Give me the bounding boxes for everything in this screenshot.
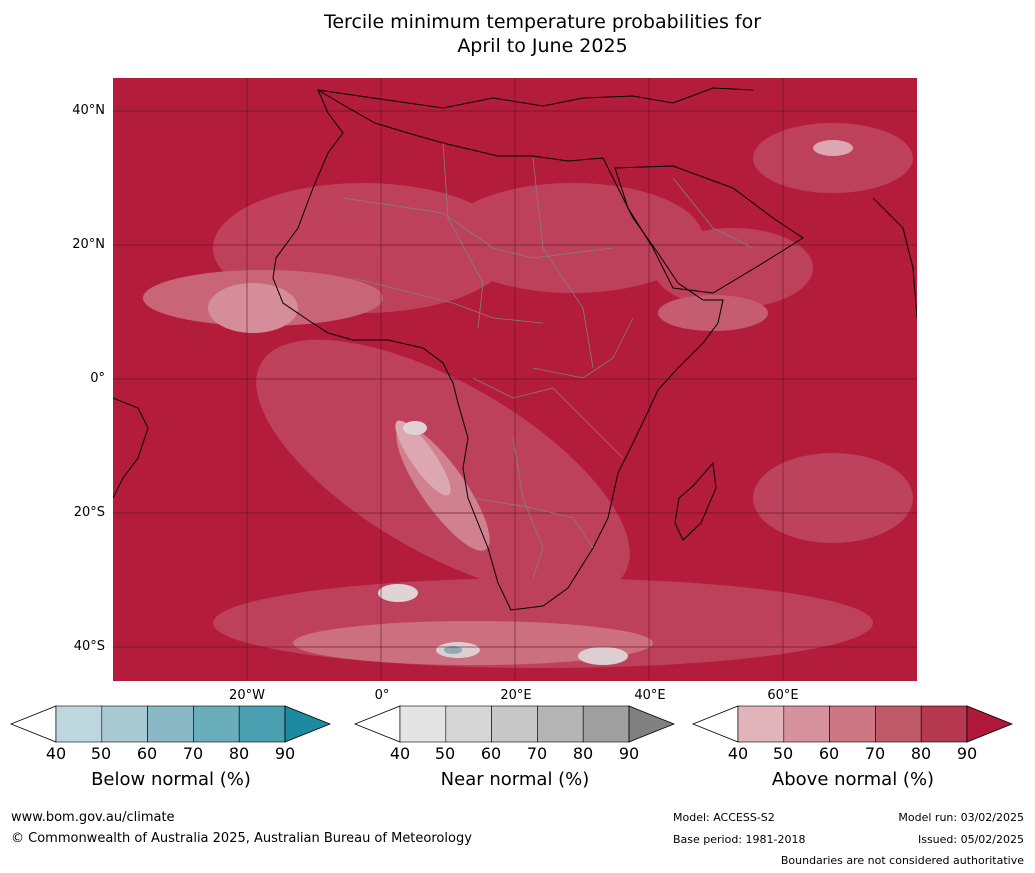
colorbar-segment <box>737 705 785 743</box>
cbar-above-tick-60: 60 <box>818 744 840 763</box>
shade-below-normal-1 <box>444 646 462 654</box>
colorbar-lower-extension <box>9 705 57 743</box>
boundaries-disclaimer: Boundaries are not considered authoritat… <box>780 854 1024 867</box>
issued-date: Issued: 05/02/2025 <box>917 833 1024 846</box>
colorbar-near-normal <box>353 705 676 743</box>
colorbar-segment <box>920 705 968 743</box>
colorbar-segment <box>875 705 922 743</box>
graticule <box>113 78 917 681</box>
probability-shading <box>143 123 913 668</box>
colorbar-segment <box>193 705 240 743</box>
lat-label-20s: 20°S <box>73 505 105 520</box>
colorbar-segment <box>537 705 584 743</box>
lon-label-20w: 20°W <box>229 688 265 703</box>
colorbar-upper-extension <box>966 705 1014 743</box>
cbar-near-tick-90: 90 <box>618 744 640 763</box>
coastlines <box>113 87 917 611</box>
madagascar-coastline <box>674 461 717 541</box>
cbar-below-tick-60: 60 <box>136 744 158 763</box>
africa-coastline <box>272 88 724 611</box>
lon-label-0: 0° <box>374 688 390 703</box>
cbar-near-tick-40: 40 <box>389 744 411 763</box>
colorbar-label-below: Below normal (%) <box>91 769 251 790</box>
cbar-below-tick-80: 80 <box>228 744 250 763</box>
india-coastline <box>872 197 917 319</box>
lat-label-equator: 0° <box>90 371 105 386</box>
arabia-coastline <box>614 165 804 294</box>
colorbar-below-normal <box>9 705 332 743</box>
lon-label-60e: 60°E <box>767 688 799 703</box>
shade-arabia <box>653 228 813 308</box>
shade-senegal <box>208 283 298 333</box>
colorbar-segment <box>147 705 194 743</box>
colorbar-segment <box>399 705 447 743</box>
colorbar-label-above: Above normal (%) <box>771 769 935 790</box>
cbar-near-tick-50: 50 <box>434 744 456 763</box>
probability-map <box>113 78 917 681</box>
colorbar-segment <box>491 705 538 743</box>
map-title-line-2: April to June 2025 <box>457 35 628 57</box>
lat-label-40s: 40°S <box>73 639 105 654</box>
base-period: Base period: 1981-2018 <box>673 833 806 846</box>
shade-benguela-light <box>395 420 451 496</box>
colorbar-label-near: Near normal (%) <box>440 769 590 790</box>
colorbar-segment <box>101 705 148 743</box>
colorbar-segment <box>55 705 103 743</box>
colorbar-segment <box>238 705 286 743</box>
cbar-above-tick-90: 90 <box>956 744 978 763</box>
shade-iran-light <box>813 140 853 156</box>
colorbar-above-normal <box>691 705 1014 743</box>
map-title-line-1: Tercile minimum temperature probabilitie… <box>323 11 762 33</box>
cbar-below-tick-40: 40 <box>45 744 67 763</box>
lon-label-40e: 40°E <box>634 688 666 703</box>
shade-sahara-east <box>443 183 703 293</box>
colorbar-segment <box>445 705 492 743</box>
cbar-near-tick-60: 60 <box>480 744 502 763</box>
cbar-below-tick-50: 50 <box>90 744 112 763</box>
europe-coastline <box>317 87 754 109</box>
shade-horn <box>658 295 768 331</box>
cbar-near-tick-80: 80 <box>572 744 594 763</box>
lat-label-40n: 40°N <box>72 103 105 118</box>
colorbar-segment <box>829 705 876 743</box>
country-boundaries <box>342 142 754 579</box>
shade-indian-south <box>753 453 913 543</box>
website-link[interactable]: www.bom.gov.au/climate <box>11 810 175 825</box>
cbar-above-tick-40: 40 <box>727 744 749 763</box>
cbar-near-tick-70: 70 <box>526 744 548 763</box>
cbar-below-tick-90: 90 <box>274 744 296 763</box>
lat-label-20n: 20°N <box>72 237 105 252</box>
model-name: Model: ACCESS-S2 <box>673 811 775 824</box>
cbar-above-tick-70: 70 <box>864 744 886 763</box>
lon-label-20e: 20°E <box>500 688 532 703</box>
colorbar-lower-extension <box>691 705 739 743</box>
colorbar-segment <box>582 705 630 743</box>
colorbar-segment <box>783 705 830 743</box>
colorbar-upper-extension <box>284 705 332 743</box>
copyright-text: © Commonwealth of Australia 2025, Austra… <box>11 831 472 846</box>
shade-southern-ocean-2 <box>293 621 653 665</box>
shade-near-normal-2 <box>578 647 628 665</box>
cbar-below-tick-70: 70 <box>182 744 204 763</box>
shade-near-normal-3 <box>378 584 418 602</box>
shade-near-normal-4 <box>403 421 427 435</box>
model-run-date: Model run: 03/02/2025 <box>898 811 1024 824</box>
south-america-coastline <box>113 397 149 499</box>
shade-iran <box>753 123 913 193</box>
colorbar-upper-extension <box>628 705 676 743</box>
colorbar-lower-extension <box>353 705 401 743</box>
cbar-above-tick-80: 80 <box>910 744 932 763</box>
cbar-above-tick-50: 50 <box>772 744 794 763</box>
